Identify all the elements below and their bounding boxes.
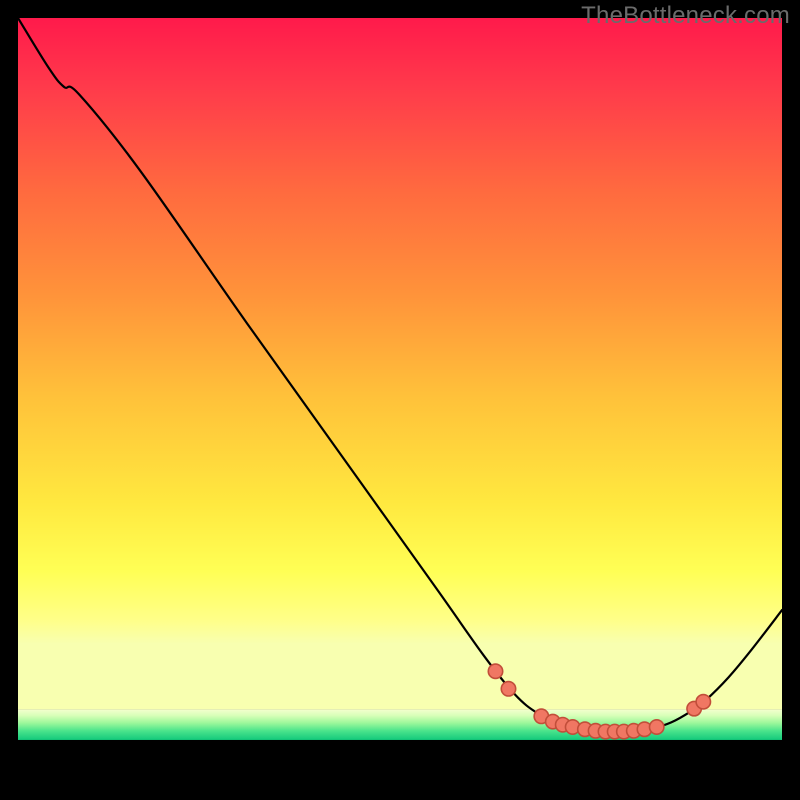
chart-svg xyxy=(18,18,782,782)
curve-marker xyxy=(501,682,515,696)
plot-area xyxy=(18,18,782,782)
curve-marker xyxy=(650,720,664,734)
chart-frame: TheBottleneck.com xyxy=(0,0,800,800)
attribution-label: TheBottleneck.com xyxy=(581,2,790,30)
curve-marker xyxy=(696,695,710,709)
curve-marker xyxy=(488,664,502,678)
